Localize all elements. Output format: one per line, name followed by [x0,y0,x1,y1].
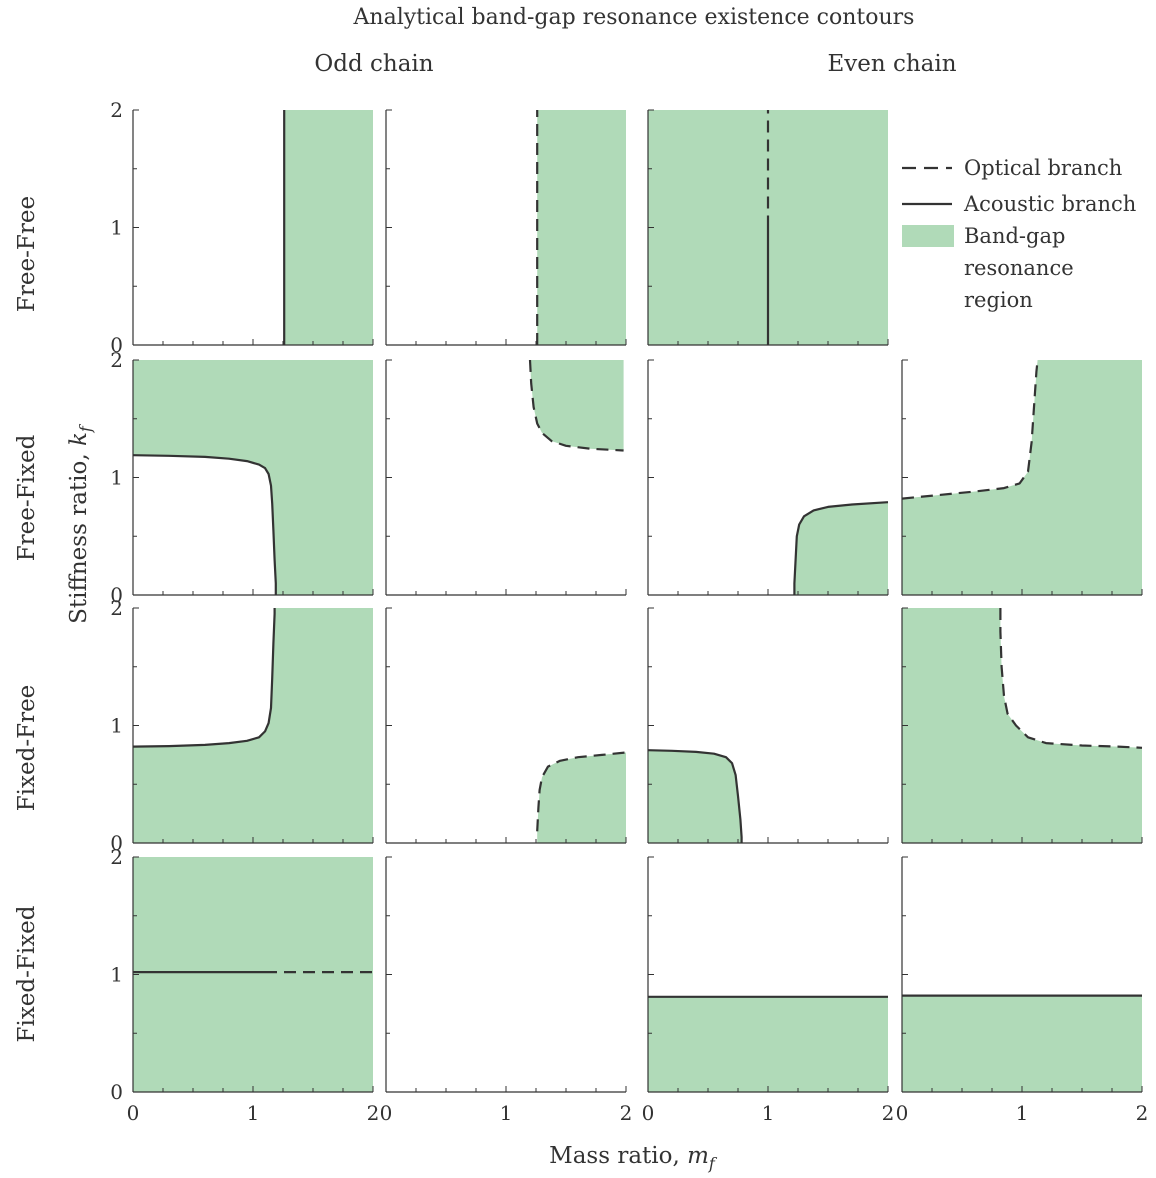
x-tick-label: 2 [882,1101,895,1125]
x-tick-label: 1 [1016,1101,1029,1125]
row-label-fixed-free: Fixed-Free [14,685,40,812]
y-axis-label-symbol: k [66,432,92,446]
y-tick-label: 2 [110,845,123,869]
panel-r2-c0: 0 1 2 [110,596,374,855]
panel-r0-c2 [647,109,889,346]
band-gap-region [133,608,373,843]
x-tick-label: 2 [367,1101,380,1125]
panel-r1-c1 [385,359,627,596]
legend-label-optical: Optical branch [964,156,1122,180]
y-tick-label: 2 [110,348,123,372]
legend: Optical branch Acoustic branch Band-gap … [902,156,1136,312]
y-tick-label: 0 [110,831,123,855]
band-gap-region [902,608,1142,843]
optical-branch-curve [999,608,1143,749]
x-axis-label: Mass ratio, mf [549,1143,718,1173]
panel-r2-c2 [647,607,889,844]
panel-r1-c3 [901,359,1143,596]
row-label-free-fixed: Free-Fixed [14,434,40,561]
y-axis-label-subscript: f [76,423,95,433]
y-tick-label: 2 [110,596,123,620]
y-axis-label: Stiffness ratio, kf [66,423,95,624]
acoustic-branch-curve [132,454,277,595]
panel-r0-c1 [385,109,627,346]
y-tick-label: 0 [110,333,123,357]
y-tick-label: 1 [110,963,123,987]
band-gap-region [537,110,626,345]
row-labels: Free-Free Free-Fixed Fixed-Free Fixed-Fi… [14,196,40,1043]
band-gap-region [794,502,888,595]
figure-title: Analytical band-gap resonance existence … [353,5,915,30]
x-tick-label: 0 [896,1101,909,1125]
x-axis-label-symbol: m [687,1143,709,1169]
panel-r2-c1 [385,607,627,844]
x-tick-label: 2 [620,1101,633,1125]
panel-r3-c1: 0 1 2 [380,856,633,1125]
legend-label-region-line2: resonance [964,256,1074,280]
panel-r1-c2 [647,359,889,596]
x-tick-label: 1 [247,1101,260,1125]
band-gap-region [902,995,1142,1092]
panel-r3-c0: 0 1 2 0 1 2 [110,845,379,1125]
column-title-odd: Odd chain [314,51,433,77]
band-gap-region [648,750,742,843]
y-tick-label: 1 [110,466,123,490]
band-gap-region [530,360,624,451]
legend-label-acoustic: Acoustic branch [963,192,1136,216]
band-gap-region [284,110,373,345]
band-gap-region [133,360,373,595]
panel-r3-c2: 0 1 2 [642,856,895,1125]
y-axis-label-text: Stiffness ratio, [66,446,92,624]
band-gap-region [902,360,1142,595]
legend-label-region-line1: Band-gap [964,224,1065,248]
optical-branch-curve [901,359,1039,500]
column-title-even: Even chain [827,51,956,77]
x-tick-label: 2 [1136,1101,1149,1125]
panel-r1-c0: 0 1 2 [110,348,374,607]
y-tick-label: 0 [110,1080,123,1104]
x-axis-label-text: Mass ratio, [549,1143,687,1169]
x-tick-label: 0 [642,1101,655,1125]
row-label-fixed-fixed: Fixed-Fixed [14,905,40,1042]
y-tick-label: 1 [110,714,123,738]
band-gap-region [537,752,626,843]
x-tick-label: 0 [380,1101,393,1125]
optical-branch-curve [528,359,624,452]
panel-r0-c0: 0 1 2 [110,98,374,357]
x-tick-label: 1 [500,1101,513,1125]
row-label-free-free: Free-Free [14,196,40,312]
y-tick-label: 0 [110,583,123,607]
acoustic-branch-curve [132,608,276,748]
x-axis-label-subscript: f [708,1154,718,1173]
band-gap-region [648,996,888,1092]
legend-swatch-region [902,225,954,247]
x-tick-label: 0 [127,1101,140,1125]
legend-label-region-line3: region [964,288,1033,312]
panel-r2-c3 [901,607,1143,844]
acoustic-branch-curve [793,501,889,595]
acoustic-branch-curve [647,749,743,843]
y-tick-label: 1 [110,216,123,240]
optical-branch-curve [536,751,627,832]
x-tick-label: 1 [762,1101,775,1125]
band-gap-region [133,857,373,1092]
panel-r3-c3: 0 1 2 [896,856,1149,1125]
y-tick-label: 2 [110,98,123,122]
